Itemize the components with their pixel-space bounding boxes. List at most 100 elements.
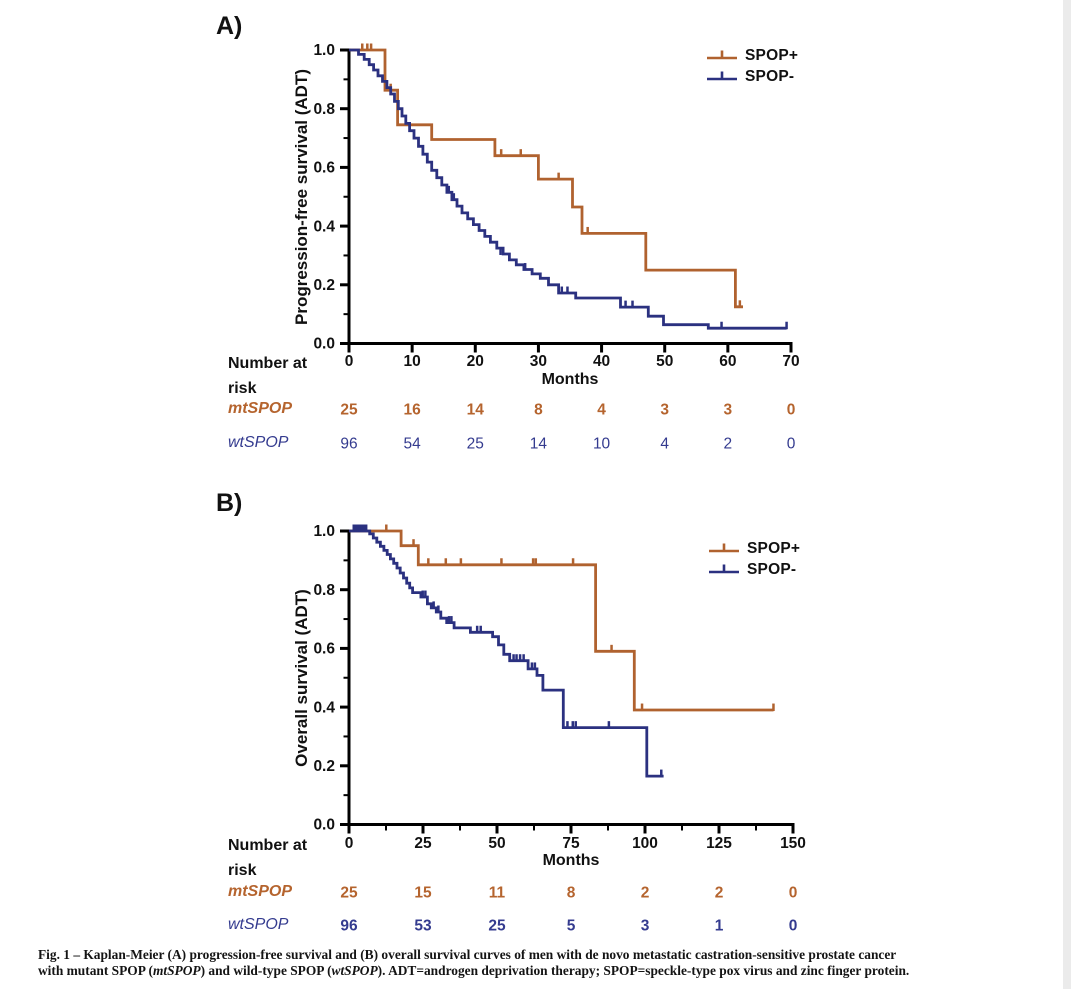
panel-b-x-axis-title: Months	[542, 852, 600, 869]
panel-a-legend: SPOP+ SPOP-	[706, 45, 798, 87]
panel-b-label: B)	[216, 489, 243, 517]
x-tick-label: 10	[404, 353, 421, 370]
panel-a-y-axis-title: Progression-free survival (ADT)	[292, 68, 311, 326]
panel-a-number-at-risk-header: Number at risk	[228, 351, 307, 401]
at-risk-value: 2	[641, 885, 650, 902]
at-risk-value: 54	[404, 436, 422, 453]
x-tick-label: 70	[782, 353, 799, 370]
at-risk-row-label-wtspop: wtSPOP	[228, 434, 289, 451]
caption-line: Fig. 1 – Kaplan-Meier (A) progression-fr…	[38, 947, 1040, 963]
number-at-risk-line1: Number at	[228, 355, 308, 372]
at-risk-value: 25	[467, 436, 484, 453]
panel-a-label: A)	[216, 12, 243, 40]
panel-a-x-axis-title: Months	[541, 371, 599, 388]
at-risk-value: 3	[724, 402, 733, 419]
legend-item-spop-plus: SPOP+	[708, 538, 800, 559]
x-tick-label: 125	[706, 835, 732, 852]
legend-label-spop-plus: SPOP+	[745, 46, 799, 64]
x-tick-label: 150	[780, 835, 806, 852]
x-tick-label: 20	[467, 353, 484, 370]
at-risk-value: 4	[660, 436, 669, 453]
at-risk-value: 3	[660, 402, 669, 419]
y-tick-label: 0.0	[313, 817, 335, 834]
at-risk-value: 0	[789, 885, 798, 902]
at-risk-value: 96	[340, 918, 358, 935]
caption-text: with mutant SPOP (	[38, 963, 153, 978]
legend-label-spop-plus: SPOP+	[747, 539, 801, 557]
at-risk-value: 8	[534, 402, 543, 419]
at-risk-value: 16	[404, 402, 422, 419]
at-risk-row-label-mtspop: mtSPOP	[228, 400, 293, 417]
censor-marker-icon	[709, 564, 739, 574]
y-tick-label: 0.2	[313, 277, 335, 294]
panel-b-number-at-risk-header: Number at risk	[228, 833, 307, 883]
x-tick-label: 40	[593, 353, 610, 370]
caption-italic-text: wtSPOP	[331, 963, 378, 978]
legend-item-spop-minus: SPOP-	[708, 559, 800, 580]
at-risk-value: 0	[787, 402, 796, 419]
x-tick-label: 0	[345, 353, 354, 370]
number-at-risk-line2: risk	[228, 380, 257, 397]
x-tick-label: 50	[488, 835, 505, 852]
at-risk-value: 15	[414, 885, 432, 902]
at-risk-value: 96	[340, 436, 357, 453]
at-risk-value: 2	[724, 436, 733, 453]
at-risk-value: 14	[467, 402, 485, 419]
legend-item-spop-plus: SPOP+	[706, 45, 798, 66]
x-tick-label: 30	[530, 353, 547, 370]
km-curve-spopminus	[349, 48, 787, 330]
number-at-risk-line1: Number at	[228, 837, 308, 854]
number-at-risk-line2: risk	[228, 862, 257, 879]
at-risk-row-label-mtspop: mtSPOP	[228, 883, 293, 900]
y-tick-label: 0.8	[313, 101, 335, 118]
km-curve-spopplus	[349, 529, 774, 712]
y-tick-label: 1.0	[313, 523, 335, 540]
panel-b-legend: SPOP+ SPOP-	[708, 538, 800, 580]
at-risk-value: 3	[641, 918, 650, 935]
caption-italic-text: mtSPOP	[152, 963, 201, 978]
x-tick-label: 50	[656, 353, 673, 370]
y-tick-label: 0.6	[313, 641, 335, 658]
page-edge-strip	[1063, 0, 1071, 989]
legend-item-spop-minus: SPOP-	[706, 66, 798, 87]
x-tick-label: 75	[562, 835, 580, 852]
censor-marker-icon	[707, 50, 737, 60]
caption-text: Fig. 1 – Kaplan-Meier (A) progression-fr…	[38, 947, 897, 962]
caption-text: ) and wild-type SPOP (	[200, 963, 332, 978]
at-risk-value: 14	[530, 436, 548, 453]
censor-marker-icon	[707, 71, 737, 81]
at-risk-value: 53	[414, 918, 432, 935]
y-tick-label: 0.4	[313, 699, 335, 716]
x-tick-label: 60	[719, 353, 736, 370]
at-risk-row-label-wtspop: wtSPOP	[228, 916, 289, 933]
x-tick-label: 100	[632, 835, 658, 852]
at-risk-value: 8	[567, 885, 576, 902]
axis-lines	[347, 48, 793, 345]
caption-line: with mutant SPOP (mtSPOP) and wild-type …	[38, 963, 1040, 979]
caption-text: ). ADT=androgen deprivation therapy; SPO…	[377, 963, 910, 978]
km-curve-spopplus	[349, 48, 743, 309]
y-tick-label: 0.0	[313, 336, 335, 353]
at-risk-value: 0	[789, 918, 798, 935]
panel-b-y-axis-title: Overall survival (ADT)	[292, 589, 311, 767]
y-tick-label: 1.0	[313, 42, 335, 59]
censor-marker-icon	[709, 543, 739, 553]
at-risk-value: 25	[340, 402, 358, 419]
at-risk-value: 5	[567, 918, 576, 935]
axis-lines	[347, 529, 795, 826]
x-tick-label: 0	[345, 835, 354, 852]
y-tick-label: 0.6	[313, 160, 335, 177]
legend-label-spop-minus: SPOP-	[745, 67, 795, 85]
legend-label-spop-minus: SPOP-	[747, 560, 797, 578]
at-risk-value: 25	[488, 918, 506, 935]
at-risk-value: 25	[340, 885, 358, 902]
figure-caption: Fig. 1 – Kaplan-Meier (A) progression-fr…	[38, 947, 1040, 979]
at-risk-value: 2	[715, 885, 724, 902]
y-tick-label: 0.4	[313, 218, 335, 235]
y-tick-label: 0.2	[313, 758, 335, 775]
y-tick-label: 0.8	[313, 582, 335, 599]
x-tick-label: 25	[414, 835, 432, 852]
at-risk-value: 10	[593, 436, 611, 453]
